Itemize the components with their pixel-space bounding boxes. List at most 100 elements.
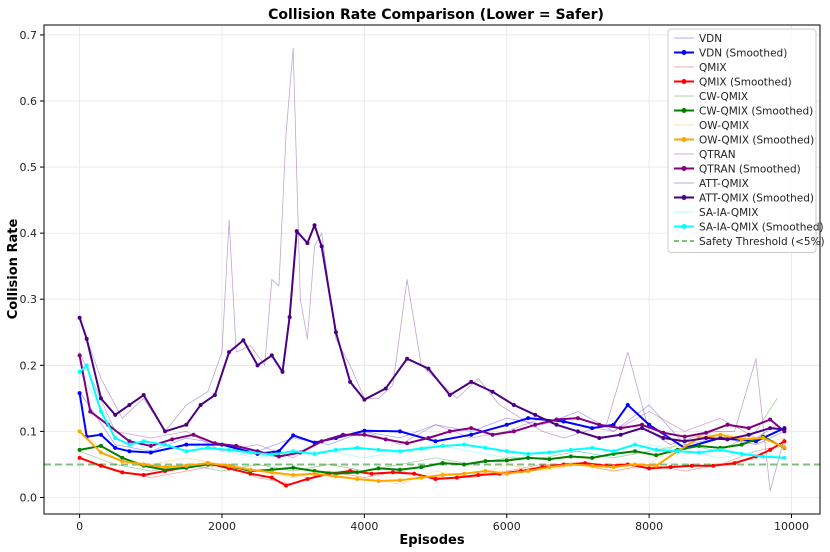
data-point-sa-ia-qmix-smoothed xyxy=(462,442,467,447)
legend-label: QMIX xyxy=(699,62,727,74)
y-tick-label: 0.0 xyxy=(20,491,38,504)
data-point-qmix-smoothed xyxy=(476,473,481,478)
data-point-qtran-smoothed xyxy=(640,422,645,427)
data-point-ow-qmix-smoothed xyxy=(312,471,317,476)
data-point-cw-qmix-smoothed xyxy=(483,459,488,464)
data-point-att-qmix-smoothed xyxy=(227,350,232,355)
legend-marker xyxy=(681,108,687,113)
series-line-cw-qmix-smoothed xyxy=(79,435,785,475)
y-tick-label: 0.3 xyxy=(20,293,38,306)
data-point-att-qmix-smoothed xyxy=(127,402,132,407)
data-point-qmix-smoothed xyxy=(369,471,374,476)
data-point-qtran-smoothed xyxy=(234,443,239,448)
data-point-qtran-smoothed xyxy=(127,439,132,444)
data-point-att-qmix-smoothed xyxy=(269,353,274,358)
data-point-qtran-smoothed xyxy=(341,432,346,437)
data-point-sa-ia-qmix-smoothed xyxy=(141,439,146,444)
data-point-ow-qmix-smoothed xyxy=(205,461,210,466)
y-tick-label: 0.2 xyxy=(20,359,38,372)
data-point-vdn-smoothed xyxy=(433,439,438,444)
data-point-ow-qmix-smoothed xyxy=(248,467,253,472)
data-point-vdn-smoothed xyxy=(362,428,367,433)
data-point-ow-qmix-smoothed xyxy=(654,463,659,468)
data-point-cw-qmix-smoothed xyxy=(568,454,573,459)
data-point-att-qmix-smoothed xyxy=(98,396,103,401)
legend-marker xyxy=(681,79,687,84)
data-point-qmix-smoothed xyxy=(711,463,716,468)
x-tick-label: 4000 xyxy=(350,520,378,533)
data-point-qtran-smoothed xyxy=(704,430,709,435)
data-point-att-qmix-smoothed xyxy=(782,427,787,432)
data-point-ow-qmix-smoothed xyxy=(120,459,125,464)
data-point-ow-qmix-smoothed xyxy=(782,445,787,450)
data-point-cw-qmix-smoothed xyxy=(355,470,360,475)
data-point-vdn-smoothed xyxy=(127,449,132,454)
data-point-cw-qmix-smoothed xyxy=(77,447,82,452)
data-point-qmix-smoothed xyxy=(668,465,673,470)
data-point-qtran-smoothed xyxy=(426,436,431,441)
data-point-ow-qmix-smoothed xyxy=(376,478,381,483)
series-line-vdn-smoothed xyxy=(78,392,785,455)
data-point-att-qmix-smoothed xyxy=(511,402,516,407)
data-point-cw-qmix-smoothed xyxy=(120,455,125,460)
data-point-sa-ia-qmix-smoothed xyxy=(419,446,424,451)
data-point-sa-ia-qmix-smoothed xyxy=(504,449,509,454)
data-point-cw-qmix-smoothed xyxy=(98,443,103,448)
data-point-sa-ia-qmix-smoothed xyxy=(333,447,338,452)
data-point-qmix-smoothed xyxy=(782,439,787,444)
data-point-qtran-smoothed xyxy=(554,417,559,422)
data-point-vdn-smoothed xyxy=(504,422,509,427)
data-point-att-qmix-smoothed xyxy=(575,429,580,434)
data-point-sa-ia-qmix-smoothed xyxy=(483,445,488,450)
data-point-att-qmix-smoothed xyxy=(348,379,353,384)
data-point-cw-qmix-smoothed xyxy=(526,455,531,460)
y-tick-label: 0.1 xyxy=(20,425,38,438)
data-point-att-qmix-smoothed xyxy=(554,422,559,427)
data-point-ow-qmix-smoothed xyxy=(568,462,573,467)
data-point-ow-qmix-smoothed xyxy=(632,462,637,467)
data-point-sa-ia-qmix-smoothed xyxy=(291,449,296,454)
data-point-vdn-smoothed xyxy=(291,433,296,438)
data-point-ow-qmix-smoothed xyxy=(227,463,232,468)
data-point-ow-qmix-smoothed xyxy=(355,476,360,481)
data-point-att-qmix-smoothed xyxy=(113,412,118,417)
data-point-att-qmix-smoothed xyxy=(405,356,410,361)
data-point-att-qmix-smoothed xyxy=(362,397,367,402)
data-point-qmix-smoothed xyxy=(284,483,289,488)
data-point-qtran-smoothed xyxy=(212,441,217,446)
y-tick-label: 0.6 xyxy=(20,95,38,108)
data-point-vdn-smoothed xyxy=(98,432,103,437)
data-point-att-qmix-smoothed xyxy=(533,412,538,417)
data-point-att-qmix-smoothed xyxy=(383,386,388,391)
data-point-cw-qmix-smoothed xyxy=(547,457,552,462)
data-point-att-qmix-smoothed xyxy=(294,229,299,234)
data-point-vdn-smoothed xyxy=(184,442,189,447)
series-line-ow-qmix-smoothed xyxy=(78,430,785,482)
data-point-att-qmix-smoothed xyxy=(163,429,168,434)
data-point-att-qmix-smoothed xyxy=(426,366,431,371)
data-point-sa-ia-qmix-smoothed xyxy=(205,445,210,450)
data-point-sa-ia-qmix-smoothed xyxy=(184,449,189,454)
series-line-sa-ia-qmix xyxy=(79,371,785,459)
data-point-cw-qmix-smoothed xyxy=(696,443,701,448)
data-point-qtran-smoothed xyxy=(148,443,153,448)
data-point-sa-ia-qmix-smoothed xyxy=(355,445,360,450)
data-point-qtran-smoothed xyxy=(319,439,324,444)
data-point-att-qmix-smoothed xyxy=(184,422,189,427)
legend: VDN VDN (Smoothed) QMIX QMIX (Smoothed) CW-Q… xyxy=(667,28,825,253)
data-point-vdn-smoothed xyxy=(276,449,281,454)
data-point-qtran-smoothed xyxy=(661,430,666,435)
data-point-att-qmix-smoothed xyxy=(447,393,452,398)
data-point-att-qmix-smoothed xyxy=(319,244,324,249)
data-point-vdn-smoothed xyxy=(561,419,566,424)
legend-label: SA-IA-QMIX (Smoothed) xyxy=(699,222,824,234)
legend-label-threshold: Safety Threshold (<5%) xyxy=(699,236,825,248)
data-point-qmix-smoothed xyxy=(433,476,438,481)
legend-label: VDN xyxy=(699,33,722,45)
data-point-qmix-smoothed xyxy=(120,470,125,475)
data-point-att-qmix-smoothed xyxy=(640,426,645,431)
data-point-qmix-smoothed xyxy=(305,476,310,481)
data-point-ow-qmix-smoothed xyxy=(739,437,744,442)
data-point-ow-qmix-smoothed xyxy=(611,465,616,470)
data-point-ow-qmix-smoothed xyxy=(504,471,509,476)
